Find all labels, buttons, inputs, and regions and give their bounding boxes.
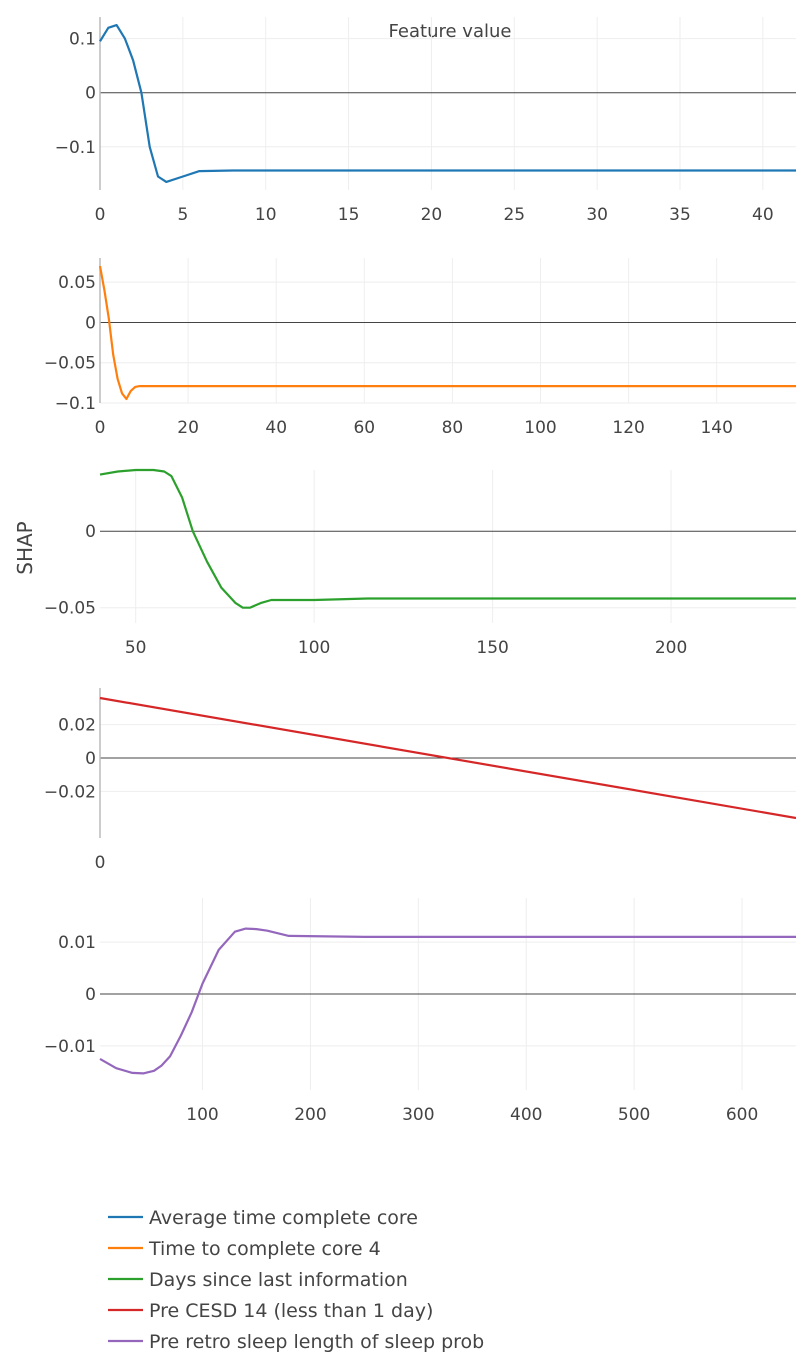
y-tick-label: −0.1 xyxy=(55,394,96,414)
legend: Average time complete core Time to comple… xyxy=(108,1207,484,1353)
legend-label: Pre CESD 14 (less than 1 day) xyxy=(149,1300,433,1322)
x-tick-label: 5 xyxy=(177,205,188,225)
y-tick-label: 0.05 xyxy=(58,273,96,293)
x-tick-label: 80 xyxy=(442,418,464,438)
y-tick-label: −0.05 xyxy=(44,599,96,619)
series-line-2 xyxy=(98,265,796,401)
x-tick-label: 0 xyxy=(95,205,106,225)
y-tick-label: −0.05 xyxy=(44,354,96,374)
subplot-2: 0.05 0 −0.05 −0.1 0 20 40 60 80 100 120 140 xyxy=(44,258,796,438)
y-tick-label: −0.02 xyxy=(44,782,96,802)
x-tick-label: 60 xyxy=(353,418,375,438)
legend-item[interactable]: Average time complete core xyxy=(108,1207,418,1229)
y-tick-label: 0.01 xyxy=(58,933,96,953)
y-tick-label: 0.1 xyxy=(69,30,96,50)
x-tick-label: 40 xyxy=(752,205,774,225)
legend-label: Days since last information xyxy=(149,1269,408,1291)
x-tick-label: 0 xyxy=(95,418,106,438)
x-tick-label: 35 xyxy=(669,205,691,225)
y-tick-label: 0 xyxy=(85,84,96,104)
x-tick-label: 120 xyxy=(612,418,644,438)
subplot-3: 0 −0.05 50 100 150 200 xyxy=(44,468,796,658)
legend-item[interactable]: Pre retro sleep length of sleep prob xyxy=(108,1331,484,1353)
series-line-1 xyxy=(99,24,796,183)
series-line-3 xyxy=(99,468,796,609)
subplots: 0.1 0 −0.1 0 5 10 15 20 25 30 35 40 0.05 0 −0.05 −0.1 0 2… xyxy=(44,17,796,1125)
x-tick-label: 0 xyxy=(95,853,106,873)
x-tick-label: 20 xyxy=(177,418,199,438)
x-tick-label: 100 xyxy=(524,418,556,438)
x-tick-label: 500 xyxy=(618,1105,650,1125)
y-tick-label: 0 xyxy=(85,522,96,542)
x-tick-label: 150 xyxy=(476,638,508,658)
legend-item[interactable]: Pre CESD 14 (less than 1 day) xyxy=(108,1300,433,1322)
x-tick-label: 20 xyxy=(421,205,443,225)
x-tick-label: 10 xyxy=(255,205,277,225)
x-tick-label: 50 xyxy=(125,638,147,658)
y-tick-label: −0.1 xyxy=(55,138,96,158)
subplot-5: 0.01 0 −0.01 100 200 300 400 500 600 xyxy=(44,898,796,1125)
subplot-1: 0.1 0 −0.1 0 5 10 15 20 25 30 35 40 xyxy=(55,17,796,225)
x-tick-label: 400 xyxy=(510,1105,542,1125)
series-line-4 xyxy=(99,696,796,820)
y-tick-label: −0.01 xyxy=(44,1037,96,1057)
x-tick-label: 140 xyxy=(700,418,732,438)
y-tick-label: 0 xyxy=(85,749,96,769)
x-tick-label: 40 xyxy=(265,418,287,438)
legend-label: Average time complete core xyxy=(149,1207,418,1229)
subplot-4: 0.02 0 −0.02 0 xyxy=(44,688,796,873)
x-tick-label: 25 xyxy=(503,205,525,225)
x-tick-label: 200 xyxy=(655,638,687,658)
series-line-5 xyxy=(99,927,796,1075)
y-tick-label: 0 xyxy=(85,313,96,333)
x-tick-label: 300 xyxy=(402,1105,434,1125)
feature-value-annotation: Feature value xyxy=(389,21,512,42)
legend-item[interactable]: Days since last information xyxy=(108,1269,408,1291)
x-tick-label: 100 xyxy=(298,638,330,658)
y-tick-label: 0 xyxy=(85,985,96,1005)
y-axis-label: SHAP xyxy=(13,521,37,574)
x-tick-label: 600 xyxy=(726,1105,758,1125)
x-tick-label: 30 xyxy=(586,205,608,225)
legend-label: Pre retro sleep length of sleep prob xyxy=(149,1331,484,1353)
x-tick-label: 100 xyxy=(186,1105,218,1125)
x-tick-label: 15 xyxy=(338,205,360,225)
legend-label: Time to complete core 4 xyxy=(148,1238,381,1260)
x-tick-label: 200 xyxy=(294,1105,326,1125)
y-tick-label: 0.02 xyxy=(58,716,96,736)
legend-item[interactable]: Time to complete core 4 xyxy=(108,1238,381,1260)
